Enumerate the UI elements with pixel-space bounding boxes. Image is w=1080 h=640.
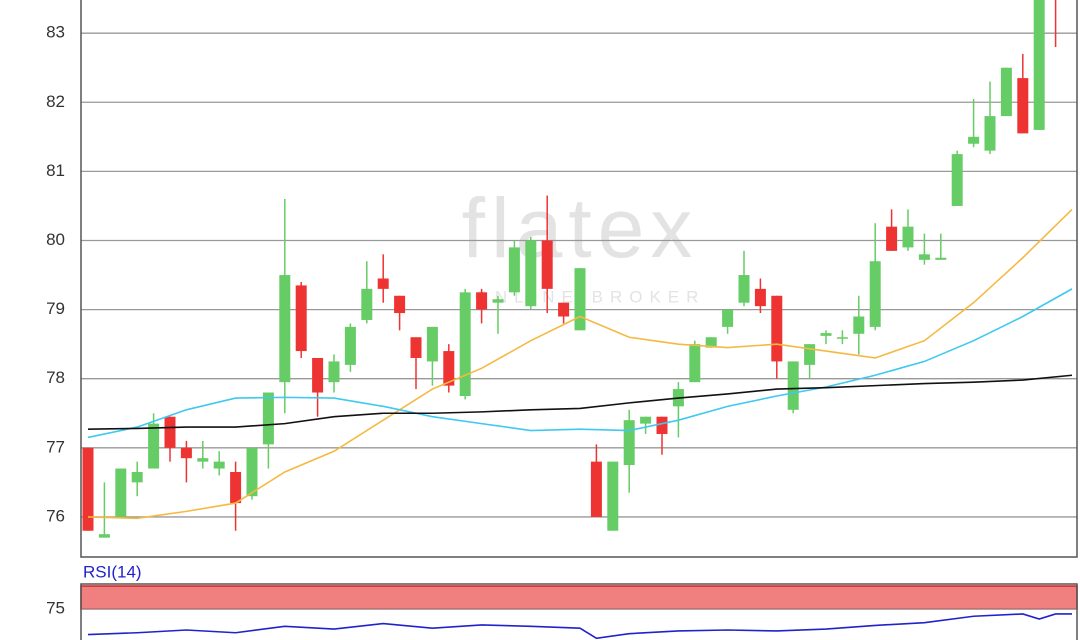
candle-body xyxy=(262,392,274,445)
candle-body xyxy=(623,420,635,466)
overbought-band xyxy=(80,585,1078,610)
candle-body xyxy=(230,471,242,504)
candle-body xyxy=(574,268,586,331)
candle-body xyxy=(804,344,816,365)
candle-body xyxy=(1000,67,1012,117)
candle-body xyxy=(295,285,307,352)
candle-body xyxy=(656,416,668,434)
moving-average xyxy=(87,208,1073,520)
candle-body xyxy=(607,461,619,531)
y-tick-label: 81 xyxy=(46,161,65,180)
rsi-line xyxy=(87,613,1072,640)
candle-body xyxy=(476,292,488,310)
candle-body xyxy=(148,423,160,469)
axis-frame xyxy=(80,0,1078,558)
candle-body xyxy=(82,447,94,531)
candle-body xyxy=(853,316,865,334)
candle-body xyxy=(1033,0,1045,130)
candle-body xyxy=(197,458,209,462)
candle-body xyxy=(180,447,192,459)
candle-body xyxy=(951,154,963,206)
candle-body xyxy=(131,471,143,483)
candle-body xyxy=(377,278,389,289)
candle-body xyxy=(1017,78,1029,134)
candle-body xyxy=(820,333,832,336)
candle-body xyxy=(394,295,406,314)
candle-body xyxy=(787,361,799,410)
candle-body xyxy=(869,261,881,327)
candle-body xyxy=(984,116,996,151)
candle-body xyxy=(213,461,225,469)
candle-body xyxy=(722,309,734,327)
plot-area xyxy=(82,0,1073,538)
candle-body xyxy=(508,247,520,293)
candle-body xyxy=(361,288,373,320)
candle-body xyxy=(918,254,930,260)
candle-body xyxy=(246,447,258,497)
rsi-frame xyxy=(80,583,1078,640)
candle-body xyxy=(886,226,898,251)
candle-body xyxy=(968,136,980,144)
watermark: flatex xyxy=(462,181,699,275)
candle-body xyxy=(836,337,848,339)
y-tick-label: 77 xyxy=(46,437,65,456)
candle-body xyxy=(164,416,176,448)
candle-body xyxy=(115,468,127,517)
candle-body xyxy=(640,416,652,424)
y-tick-label: 75 xyxy=(46,598,65,617)
candle-body xyxy=(279,275,291,383)
moving-average xyxy=(87,288,1073,439)
candle-body xyxy=(935,257,947,260)
y-tick-label: 83 xyxy=(46,23,65,42)
candle-body xyxy=(410,337,422,358)
moving-average xyxy=(87,374,1073,430)
candle-body xyxy=(902,226,914,248)
candle-body xyxy=(558,302,570,317)
candle-body xyxy=(590,461,602,517)
candle-body xyxy=(426,326,438,362)
candle-body xyxy=(689,344,701,383)
y-tick-label: 76 xyxy=(46,506,65,525)
y-tick-label: 82 xyxy=(46,92,65,111)
candle-body xyxy=(738,275,750,303)
y-tick-label: 79 xyxy=(46,299,65,318)
candle-body xyxy=(492,299,504,303)
candle-body xyxy=(98,534,110,538)
candle-body xyxy=(705,337,717,348)
candle-body xyxy=(541,240,553,289)
candle-body xyxy=(443,351,455,386)
candle-body xyxy=(344,326,356,365)
y-tick-label: 80 xyxy=(46,230,65,249)
candle-body xyxy=(525,240,537,307)
candle-body xyxy=(312,357,324,393)
y-tick-label: 78 xyxy=(46,368,65,387)
candle-body xyxy=(328,361,340,383)
rsi-area xyxy=(87,613,1072,640)
rsi-title: RSI(14) xyxy=(83,562,142,581)
candle-body xyxy=(459,292,471,396)
candle-body xyxy=(754,288,766,307)
candle-body xyxy=(771,295,783,362)
